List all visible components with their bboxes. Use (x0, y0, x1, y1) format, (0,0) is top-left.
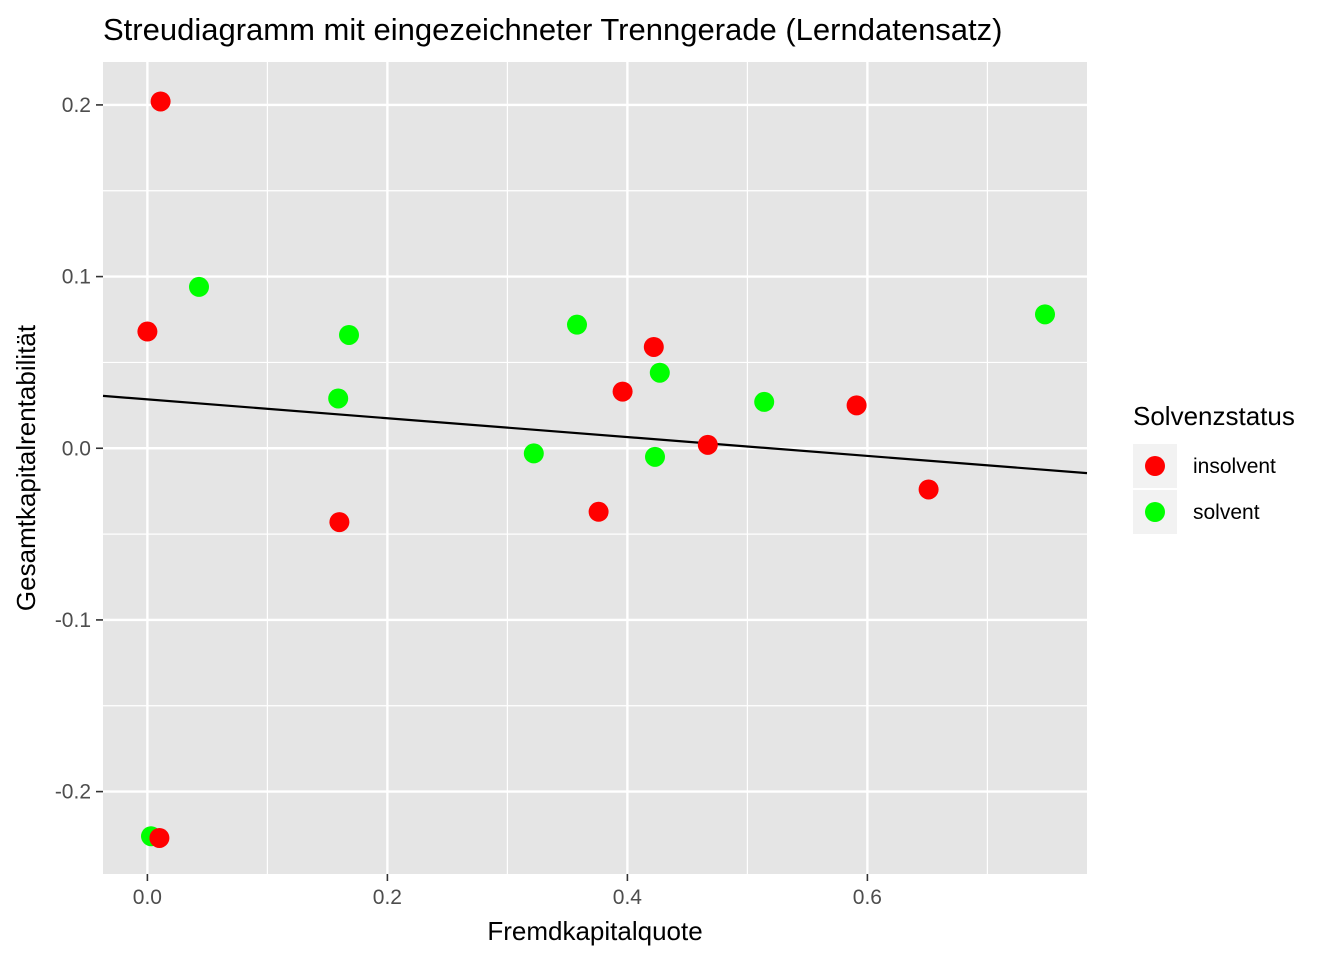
legend: Solvenzstatus insolvent solvent (1133, 401, 1295, 534)
data-point-solvent (523, 443, 544, 464)
x-tick-label: 0.4 (613, 886, 643, 909)
data-point-insolvent (329, 512, 350, 533)
y-tick-label: 0.0 (62, 437, 91, 460)
data-point-solvent (649, 362, 670, 383)
data-points (137, 91, 1055, 848)
separating-line (102, 394, 1088, 475)
y-tick-label: -0.1 (55, 609, 91, 632)
y-tick-label: 0.1 (62, 266, 91, 289)
data-point-insolvent (846, 395, 867, 416)
data-point-insolvent (697, 434, 718, 455)
data-point-insolvent (150, 91, 171, 112)
legend-title: Solvenzstatus (1133, 401, 1295, 431)
data-point-solvent (754, 391, 775, 412)
chart-title: Streudiagramm mit eingezeichneter Trenng… (103, 12, 1002, 47)
data-point-solvent (339, 324, 359, 345)
data-point-solvent (645, 446, 665, 467)
plot-panel (103, 62, 1087, 874)
data-point-solvent (189, 276, 209, 297)
data-point-insolvent (612, 381, 633, 402)
data-point-insolvent (918, 479, 939, 500)
y-axis-title: Gesamtkapitalrentabilität (11, 324, 41, 611)
data-point-solvent (328, 388, 349, 409)
x-axis-ticks: 0.0 0.2 0.4 0.6 (133, 874, 882, 909)
y-tick-label: 0.2 (62, 94, 91, 117)
y-axis-ticks: -0.2 -0.1 0.0 0.1 0.2 (55, 94, 103, 804)
data-point-insolvent (588, 501, 609, 522)
data-point-solvent (1035, 304, 1055, 325)
data-point-insolvent (643, 336, 664, 357)
legend-item-insolvent: insolvent (1133, 444, 1276, 488)
x-axis-title: Fremdkapitalquote (487, 916, 702, 946)
major-grid (103, 62, 1087, 874)
data-point-insolvent (149, 827, 170, 848)
legend-marker (1145, 502, 1165, 522)
y-tick-label: -0.2 (55, 781, 91, 804)
x-tick-label: 0.0 (133, 886, 162, 909)
legend-items: insolvent solvent (1133, 444, 1276, 534)
legend-label: insolvent (1193, 455, 1276, 478)
x-tick-label: 0.6 (853, 886, 882, 909)
x-tick-label: 0.2 (373, 886, 402, 909)
legend-label: solvent (1193, 501, 1260, 524)
data-point-solvent (567, 314, 587, 335)
legend-marker (1145, 456, 1165, 476)
legend-item-solvent: solvent (1133, 490, 1260, 534)
data-point-insolvent (137, 321, 158, 342)
minor-grid (103, 62, 1087, 874)
